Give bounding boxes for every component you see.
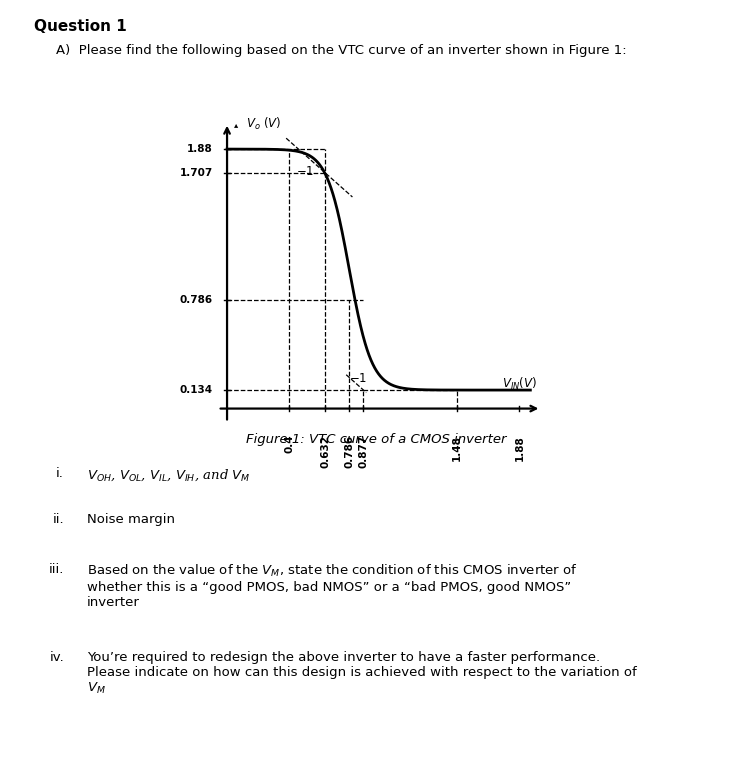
- Text: 0.4: 0.4: [285, 435, 294, 453]
- Text: $-1$: $-1$: [296, 165, 314, 178]
- Text: Noise margin: Noise margin: [87, 513, 175, 526]
- Text: i.: i.: [56, 467, 64, 480]
- Text: 0.877: 0.877: [358, 435, 368, 468]
- Text: Question 1: Question 1: [34, 19, 127, 34]
- Text: 0.632: 0.632: [320, 435, 331, 468]
- Text: You’re required to redesign the above inverter to have a faster performance.
Ple: You’re required to redesign the above in…: [87, 651, 636, 696]
- Text: 0.786: 0.786: [344, 435, 355, 468]
- Text: Based on the value of the $V_M$, state the condition of this CMOS inverter of
wh: Based on the value of the $V_M$, state t…: [87, 563, 578, 609]
- Text: iv.: iv.: [49, 651, 64, 664]
- Text: 1.88: 1.88: [514, 435, 525, 460]
- Text: 0.786: 0.786: [180, 295, 213, 305]
- Text: 0.134: 0.134: [180, 385, 213, 395]
- Text: 1.707: 1.707: [180, 168, 213, 178]
- Text: $V_{OH}$, $V_{OL}$, $V_{IL}$, $V_{IH}$, and $V_M$: $V_{OH}$, $V_{OL}$, $V_{IL}$, $V_{IH}$, …: [87, 467, 250, 483]
- Text: ii.: ii.: [53, 513, 64, 526]
- Text: $-1$: $-1$: [349, 372, 367, 385]
- Text: $V_{IN}(V)$: $V_{IN}(V)$: [502, 376, 537, 392]
- Text: 1.88: 1.88: [187, 144, 213, 154]
- Text: $\blacktriangle$: $\blacktriangle$: [233, 121, 239, 130]
- Text: 1.48: 1.48: [453, 435, 462, 460]
- Text: iii.: iii.: [49, 563, 64, 576]
- Text: A)  Please find the following based on the VTC curve of an inverter shown in Fig: A) Please find the following based on th…: [56, 44, 627, 57]
- Text: Figure 1: VTC curve of a CMOS inverter: Figure 1: VTC curve of a CMOS inverter: [246, 433, 507, 446]
- Text: $V_o\ (V)$: $V_o\ (V)$: [245, 116, 281, 133]
